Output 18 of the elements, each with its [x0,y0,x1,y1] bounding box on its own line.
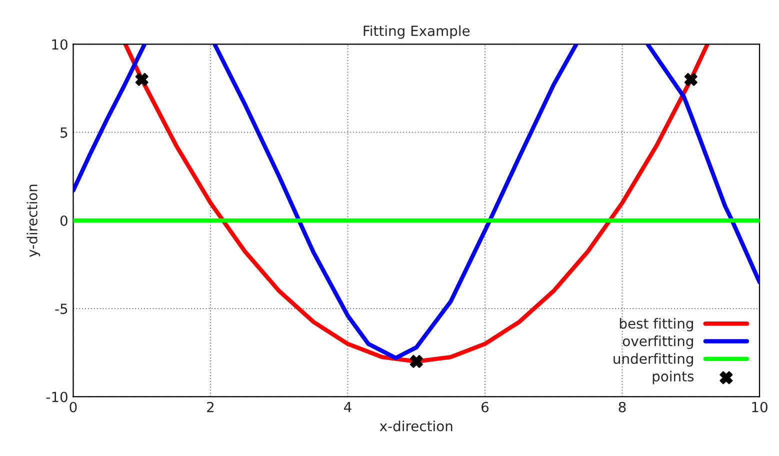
x-tick-label: 4 [344,402,352,412]
x-tick-label: 8 [618,402,626,412]
legend-label: underfitting [614,353,693,367]
y-tick-label: -10 [46,392,68,402]
x-tick-label: 10 [752,402,768,412]
legend-label: best fitting [620,318,693,332]
y-tick-label: 10 [52,39,68,50]
y-tick-label: 5 [60,128,68,138]
x-tick-label: 2 [207,402,214,412]
y-axis-title: y-direction [26,184,40,257]
x-tick-label: 6 [482,402,489,412]
y-tick-label: -5 [55,304,68,314]
y-tick-label: 0 [60,215,68,226]
legend-label: points [652,370,694,384]
x-axis-title: x-direction [380,420,452,432]
x-tick-label: 0 [70,402,77,412]
chart-title: Fitting Example [364,25,470,39]
legend-label: overfitting [622,336,693,350]
